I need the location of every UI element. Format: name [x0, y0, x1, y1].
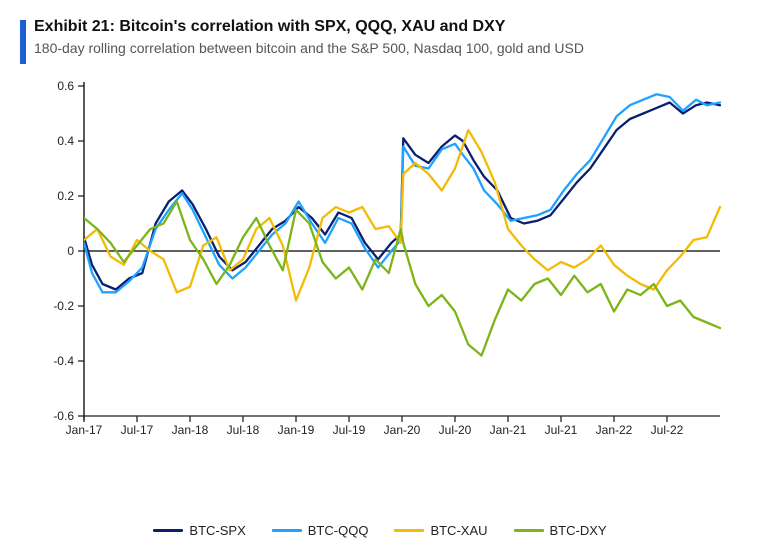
- y-tick-label: 0.2: [57, 189, 74, 203]
- x-tick-label: Jul-17: [121, 423, 154, 437]
- legend-swatch: [394, 529, 424, 532]
- legend-item-btc-dxy: BTC-DXY: [514, 523, 607, 538]
- legend-swatch: [272, 529, 302, 532]
- exhibit-title: Exhibit 21: Bitcoin's correlation with S…: [34, 18, 742, 36]
- chart-legend: BTC-SPX BTC-QQQ BTC-XAU BTC-DXY: [0, 523, 760, 538]
- header-block: Exhibit 21: Bitcoin's correlation with S…: [20, 18, 742, 56]
- y-tick-label: 0: [67, 244, 74, 258]
- legend-item-btc-spx: BTC-SPX: [153, 523, 245, 538]
- x-tick-label: Jan-20: [384, 423, 421, 437]
- correlation-line-chart: -0.6 -0.4 -0.2 0 0.2 0.4 0.6 Jan-17 Jul-17 Jan-18…: [20, 62, 740, 492]
- legend-swatch: [153, 529, 183, 532]
- x-tick-label: Jul-21: [545, 423, 578, 437]
- legend-label: BTC-DXY: [550, 523, 607, 538]
- legend-label: BTC-SPX: [189, 523, 245, 538]
- accent-bar: [20, 20, 26, 64]
- legend-swatch: [514, 529, 544, 532]
- x-tick-label: Jan-18: [172, 423, 209, 437]
- x-tick-label: Jul-20: [439, 423, 472, 437]
- x-tick-label: Jan-21: [490, 423, 527, 437]
- x-tick-label: Jan-22: [596, 423, 633, 437]
- legend-label: BTC-QQQ: [308, 523, 369, 538]
- y-tick-label: 0.4: [57, 134, 74, 148]
- legend-item-btc-xau: BTC-XAU: [394, 523, 487, 538]
- x-tick-label: Jan-17: [66, 423, 103, 437]
- y-tick-label: 0.6: [57, 79, 74, 93]
- x-tick-label: Jul-18: [227, 423, 260, 437]
- x-tick-label: Jul-22: [651, 423, 684, 437]
- y-tick-label: -0.6: [53, 409, 74, 423]
- y-tick-label: -0.4: [53, 354, 74, 368]
- y-tick-label: -0.2: [53, 299, 74, 313]
- legend-label: BTC-XAU: [430, 523, 487, 538]
- exhibit-container: Exhibit 21: Bitcoin's correlation with S…: [0, 0, 760, 550]
- legend-item-btc-qqq: BTC-QQQ: [272, 523, 369, 538]
- x-tick-label: Jul-19: [333, 423, 366, 437]
- exhibit-subtitle: 180-day rolling correlation between bitc…: [34, 40, 742, 56]
- x-tick-label: Jan-19: [278, 423, 315, 437]
